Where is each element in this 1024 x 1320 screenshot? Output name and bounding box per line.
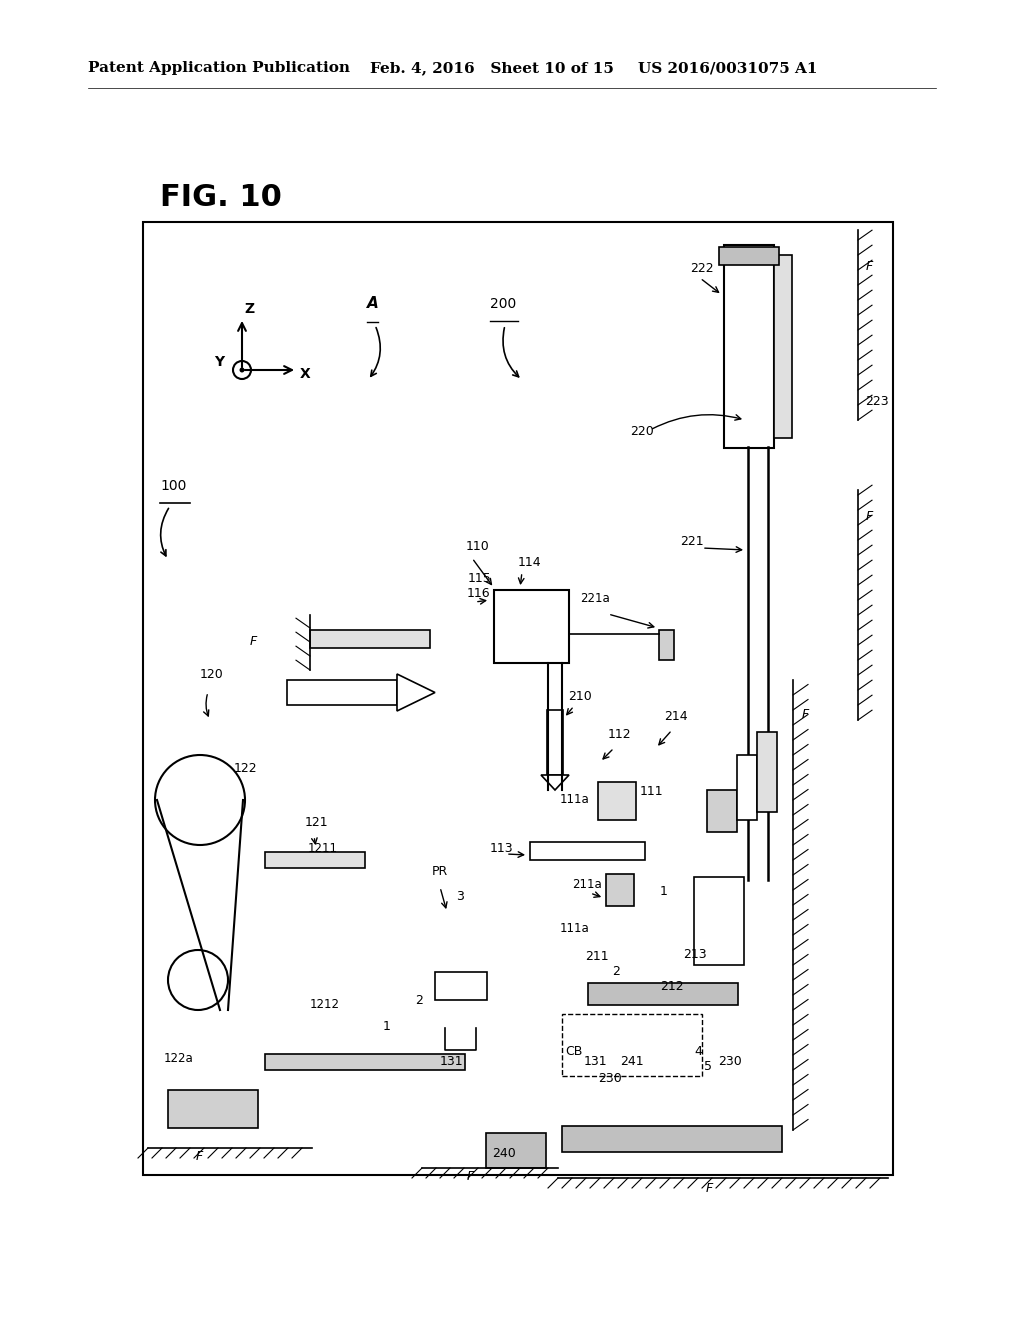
Text: 3: 3 [456,890,464,903]
Text: 240: 240 [492,1147,516,1160]
Text: 116: 116 [467,587,490,601]
Bar [774,255,792,438]
Text: Patent Application Publication: Patent Application Publication [88,61,350,75]
Text: 111a: 111a [560,921,590,935]
Text: 111: 111 [640,785,664,799]
Text: 1: 1 [660,884,668,898]
Text: 5: 5 [705,1060,712,1073]
Text: 212: 212 [660,979,684,993]
Text: 120: 120 [200,668,224,681]
Text: 114: 114 [518,556,542,569]
Text: Y: Y [214,355,224,370]
Text: 4: 4 [694,1045,701,1059]
Bar [562,1014,702,1076]
Bar [737,755,757,820]
Bar [724,246,774,447]
Bar [168,1090,258,1129]
Text: 121: 121 [305,816,329,829]
Text: 113: 113 [490,842,514,855]
Bar [598,781,636,820]
Bar [694,876,744,965]
Circle shape [240,367,245,372]
Bar [143,222,893,1175]
Text: 210: 210 [568,690,592,704]
Bar [547,710,563,775]
Text: 230: 230 [598,1072,622,1085]
Bar [310,630,430,648]
Text: F: F [467,1170,474,1183]
Text: 200: 200 [490,297,516,312]
Bar [486,1133,546,1168]
Bar [659,630,674,660]
Text: 1212: 1212 [310,998,340,1011]
Text: A: A [367,296,379,312]
Text: 1211: 1211 [308,842,338,855]
Text: 110: 110 [466,540,489,553]
Text: 2: 2 [415,994,423,1007]
Text: F: F [866,510,873,523]
Bar [719,247,779,265]
Text: PR: PR [432,865,449,878]
Text: 222: 222 [690,261,714,275]
Text: 220: 220 [630,425,653,438]
Text: CB: CB [565,1045,583,1059]
Text: F: F [250,635,257,648]
Bar [287,680,397,705]
Text: 122: 122 [234,762,258,775]
Text: 214: 214 [664,710,688,723]
Bar [588,983,738,1005]
Text: 211: 211 [585,950,608,964]
Text: 241: 241 [620,1055,644,1068]
Text: F: F [866,260,873,273]
Text: F: F [706,1181,714,1195]
Text: 230: 230 [718,1055,741,1068]
Bar [562,1126,782,1152]
Text: Z: Z [244,302,254,315]
Bar [265,851,365,869]
Text: F: F [196,1150,203,1163]
Bar [265,1053,465,1071]
Text: 221: 221 [680,535,703,548]
Text: 131: 131 [440,1055,464,1068]
Text: 1: 1 [383,1020,391,1034]
Text: 223: 223 [865,395,889,408]
Text: F: F [802,708,809,721]
Bar [494,590,569,663]
Text: 100: 100 [160,479,186,492]
Text: 2: 2 [612,965,620,978]
Text: FIG. 10: FIG. 10 [160,183,282,213]
Bar [707,789,737,832]
Bar [435,972,487,1001]
Text: 211a: 211a [572,878,602,891]
Text: 213: 213 [683,948,707,961]
Text: 115: 115 [468,572,492,585]
Text: Feb. 4, 2016   Sheet 10 of 15: Feb. 4, 2016 Sheet 10 of 15 [370,61,613,75]
Polygon shape [541,775,569,789]
Bar [757,733,777,812]
Polygon shape [397,675,435,711]
Text: 122a: 122a [164,1052,194,1065]
Text: 112: 112 [608,729,632,741]
Text: 221a: 221a [580,591,609,605]
Bar [606,874,634,906]
Text: 131: 131 [584,1055,607,1068]
Text: 111a: 111a [560,793,590,807]
Bar [530,842,645,861]
Text: X: X [300,367,310,381]
Text: US 2016/0031075 A1: US 2016/0031075 A1 [638,61,817,75]
